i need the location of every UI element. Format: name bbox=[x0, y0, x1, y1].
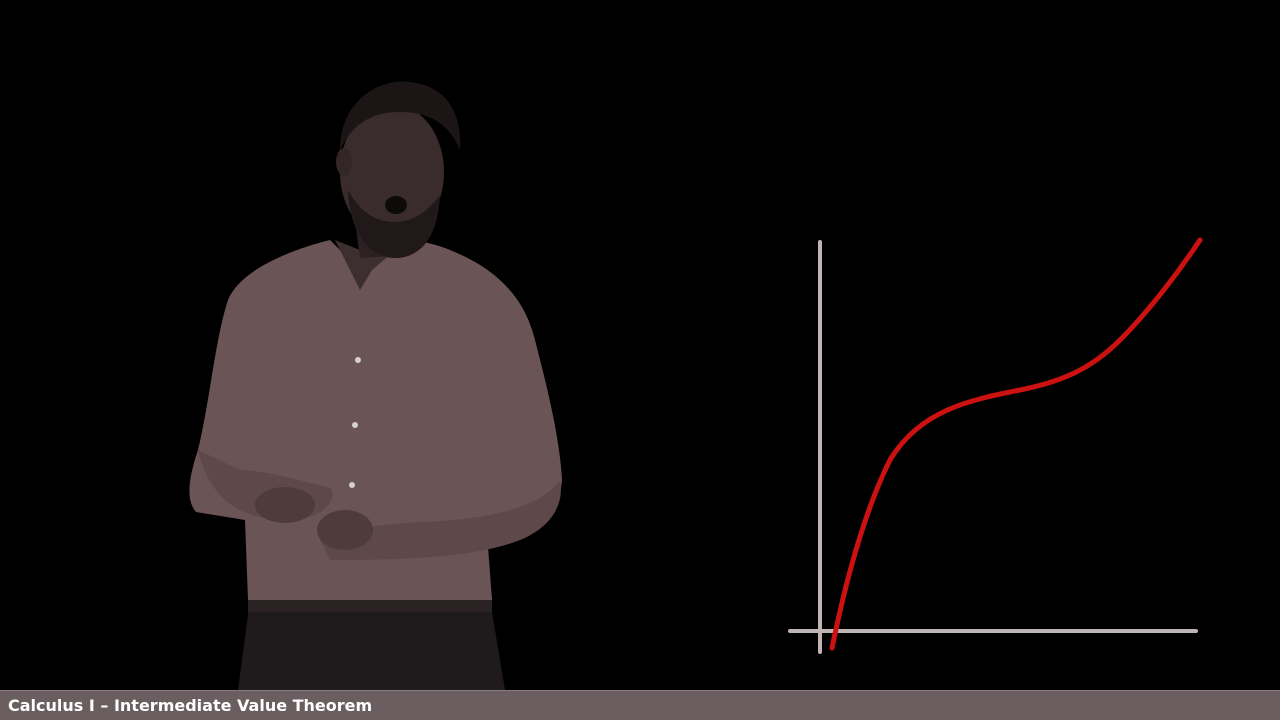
function-curve bbox=[829, 237, 1203, 651]
presenter-hand-right bbox=[317, 510, 373, 550]
function-graph bbox=[788, 237, 1203, 654]
presenter-right-arm bbox=[320, 480, 561, 560]
lower-third-bar: Calculus I – Intermediate Value Theorem bbox=[0, 690, 1280, 720]
presenter-ear bbox=[336, 148, 352, 176]
lower-third-title: Calculus I – Intermediate Value Theorem bbox=[8, 696, 373, 715]
shirt-button bbox=[355, 357, 361, 363]
presenter-hand-left bbox=[255, 487, 315, 523]
presenter-pants bbox=[238, 600, 505, 690]
presenter-figure bbox=[189, 81, 563, 690]
shirt-button bbox=[352, 422, 358, 428]
presenter-hair bbox=[340, 81, 461, 150]
presenter-beard bbox=[348, 190, 440, 258]
presenter-head bbox=[340, 104, 444, 240]
shirt-button bbox=[349, 482, 355, 488]
presenter-mouth bbox=[385, 196, 407, 214]
